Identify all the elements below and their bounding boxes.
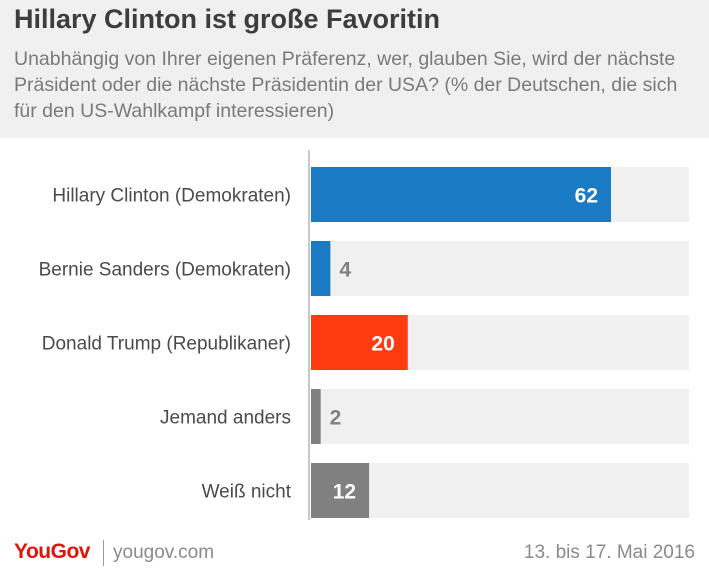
footer-divider xyxy=(103,540,104,566)
bar-chart: Hillary Clinton (Demokraten) 62 Bernie San… xyxy=(39,150,689,520)
data-label: 62 xyxy=(575,185,598,208)
header-panel: Hillary Clinton ist große Favoritin Unab… xyxy=(0,0,709,138)
category-label: Bernie Sanders (Demokraten) xyxy=(39,260,291,281)
category-label: Donald Trump (Republikaner) xyxy=(42,334,291,355)
bar xyxy=(311,389,321,444)
chart-subtitle: Unabhängig von Ihrer eigenen Präferenz, … xyxy=(14,48,678,122)
data-label: 4 xyxy=(339,259,351,282)
category-label: Weiß nicht xyxy=(202,482,292,503)
category-label: Hillary Clinton (Demokraten) xyxy=(52,186,291,207)
data-label: 20 xyxy=(371,333,394,356)
bar xyxy=(311,315,408,370)
chart-title: Hillary Clinton ist große Favoritin xyxy=(14,4,441,34)
category-label: Jemand anders xyxy=(160,408,291,429)
bar-track xyxy=(311,241,689,296)
yougov-logo: YouGov xyxy=(14,540,90,563)
bar xyxy=(311,241,331,296)
data-label: 2 xyxy=(330,407,342,430)
bar-track xyxy=(311,463,689,518)
data-label: 12 xyxy=(333,481,356,504)
bar-track xyxy=(311,389,689,444)
bar xyxy=(311,167,611,222)
survey-date: 13. bis 17. Mai 2016 xyxy=(523,542,695,563)
bar xyxy=(311,463,370,518)
footer-url: yougov.com xyxy=(113,542,215,563)
